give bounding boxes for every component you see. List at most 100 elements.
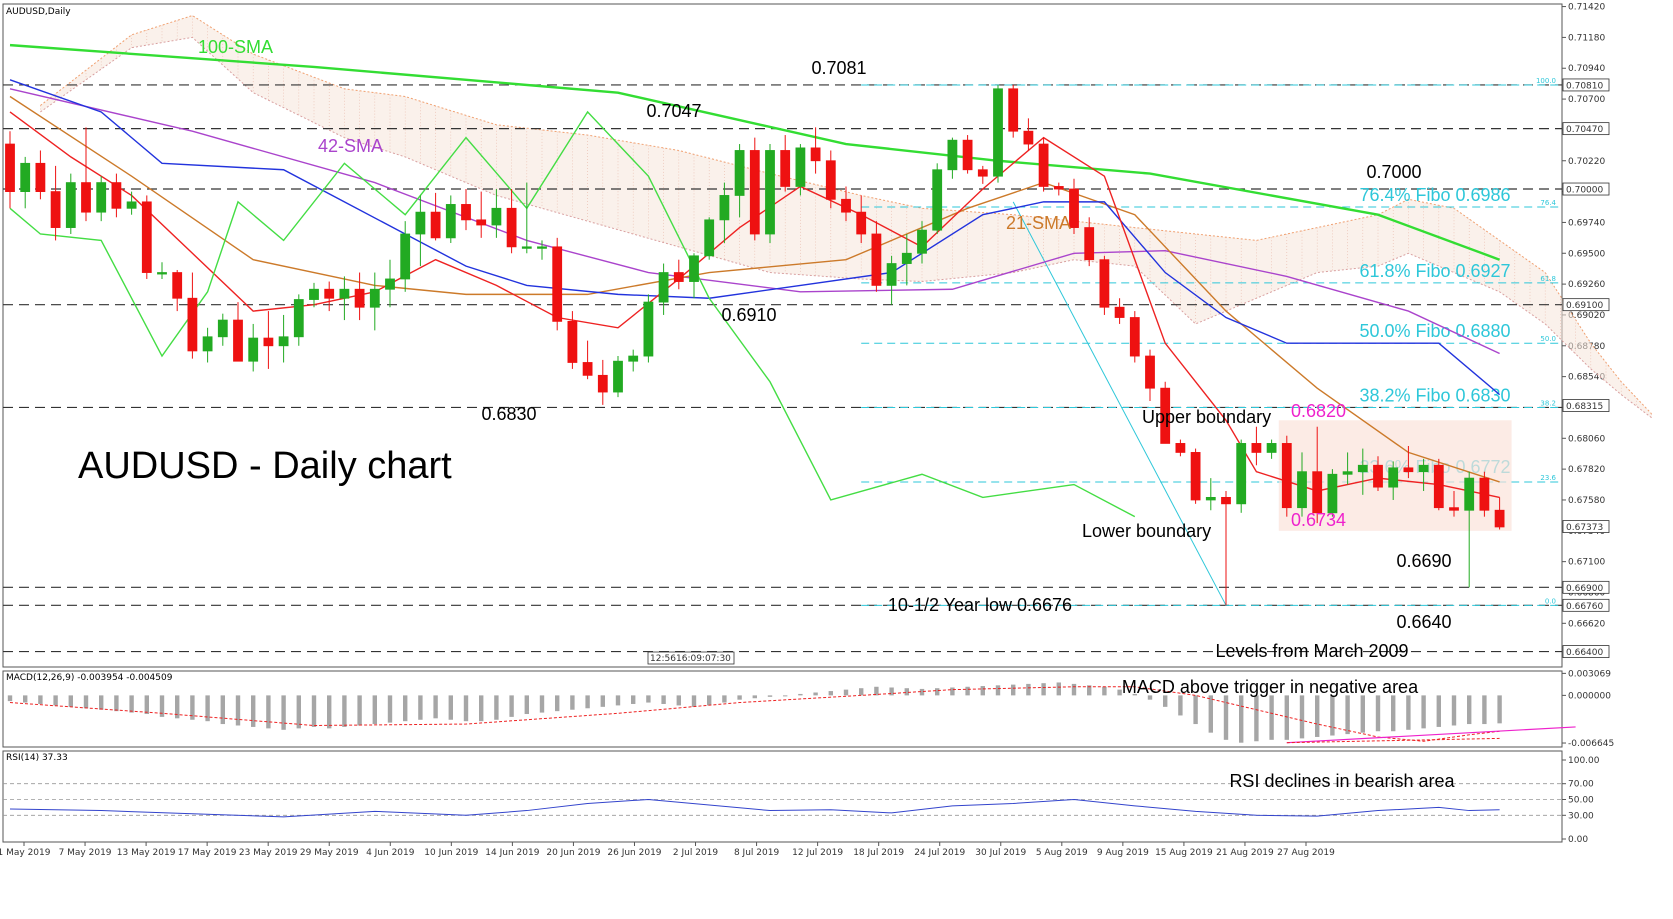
candle-body: [901, 252, 912, 264]
price-tag-label: 0.66400: [1566, 648, 1603, 658]
candle-body: [263, 337, 274, 347]
macd-bar: [1345, 695, 1350, 735]
candle-body: [400, 233, 411, 280]
candle: [947, 137, 958, 179]
candle-body: [339, 288, 350, 299]
candle-body: [233, 319, 243, 362]
annotation-label: Upper boundary: [1142, 407, 1271, 427]
candle-body: [1464, 477, 1475, 511]
macd-bar: [555, 695, 560, 712]
macd-bar: [767, 695, 773, 697]
candle: [1190, 448, 1201, 504]
candle: [35, 150, 46, 200]
macd-bar: [1467, 695, 1472, 725]
line-100-sma: [9, 43, 1501, 261]
candle-body: [415, 211, 426, 235]
candle-body: [719, 195, 730, 221]
x-tick-label: 30 Jul 2019: [975, 848, 1026, 858]
y-tick-label: 0.66620: [1568, 619, 1605, 629]
macd-bar: [859, 688, 864, 696]
candle: [552, 237, 563, 331]
x-tick-label: 23 May 2019: [239, 848, 298, 858]
macd-bar: [114, 695, 119, 712]
rsi-y-tick-label: 0.00: [1568, 835, 1588, 845]
candle-body: [293, 299, 304, 338]
macd-bar: [950, 687, 955, 696]
fibo-tag: 100.0: [1536, 77, 1556, 85]
candle: [1342, 452, 1353, 485]
y-tick-label: 0.69020: [1568, 311, 1605, 321]
annotation-label: 0.6734: [1291, 510, 1346, 530]
candle: [172, 269, 183, 312]
chart-title: AUDUSD - Daily chart: [78, 445, 452, 487]
macd-bar: [463, 695, 469, 722]
candle-body: [491, 207, 502, 226]
fibo-tag: 50.0: [1540, 335, 1556, 343]
candle: [704, 217, 715, 260]
price-tag-box: [1562, 298, 1610, 312]
x-tick-label: 18 Jul 2019: [853, 848, 904, 858]
macd-bar: [783, 695, 788, 697]
candle: [1145, 349, 1155, 402]
candle: [1221, 490, 1231, 606]
macd-bar: [7, 695, 13, 702]
candle-body: [1129, 317, 1140, 357]
candle-body: [1084, 227, 1095, 261]
candle: [1008, 84, 1019, 138]
macd-y-tick-label: 0.003069: [1568, 669, 1611, 679]
macd-bar: [1254, 695, 1259, 742]
candle: [1099, 255, 1110, 315]
candle: [248, 323, 259, 372]
candle-body: [795, 147, 806, 187]
candle: [400, 221, 411, 292]
macd-bar: [433, 695, 438, 719]
macd-bar: [737, 695, 742, 700]
candle-body: [1433, 464, 1444, 509]
macd-bar: [38, 695, 43, 704]
macd-bar: [1147, 695, 1153, 700]
macd-bar: [448, 695, 453, 720]
rsi-y-tick-label: 70.00: [1568, 780, 1594, 790]
candle: [977, 165, 988, 184]
macd-bar: [1011, 684, 1016, 696]
candle-body: [582, 362, 593, 376]
macd-bar: [691, 695, 697, 707]
candle-body: [354, 288, 365, 308]
candle-body: [1494, 509, 1505, 528]
candle-body: [689, 255, 699, 282]
macd-bar: [220, 695, 225, 725]
fibo-trend-line: [1012, 201, 1227, 606]
candle-body: [1449, 507, 1459, 511]
macd-bar: [722, 695, 727, 703]
rsi-annotation: RSI declines in bearish area: [1229, 771, 1455, 791]
candle-body: [445, 204, 456, 239]
macd-bar: [798, 693, 803, 696]
fibo-label: 61.8% Fibo 0.6927: [1359, 261, 1510, 281]
candle: [1069, 178, 1079, 234]
macd-bar: [251, 695, 256, 727]
candle-body: [1053, 186, 1064, 190]
macd-bar: [418, 695, 423, 720]
candle: [1251, 426, 1262, 466]
fibo-tag: 38.2: [1540, 399, 1556, 407]
macd-bar: [296, 695, 301, 729]
candle: [871, 221, 882, 292]
candle: [1357, 448, 1368, 495]
macd-bar: [631, 695, 636, 704]
x-tick-label: 15 Aug 2019: [1155, 848, 1213, 858]
candle-body: [521, 246, 532, 249]
fibo-tag: 0.0: [1545, 597, 1556, 605]
cloud-span-b: [40, 36, 1652, 419]
candle-body: [1251, 443, 1262, 453]
macd-bar: [1482, 695, 1487, 725]
candle: [597, 359, 608, 405]
macd-bar: [387, 695, 393, 723]
candle-body: [1160, 387, 1171, 444]
candle: [1479, 471, 1490, 517]
macd-bar: [1284, 695, 1289, 740]
y-tick-label: 0.71180: [1568, 33, 1605, 43]
candle: [567, 311, 578, 369]
macd-bar: [403, 695, 408, 722]
price-tag-box: [1562, 645, 1610, 658]
candle-body: [1281, 443, 1292, 509]
